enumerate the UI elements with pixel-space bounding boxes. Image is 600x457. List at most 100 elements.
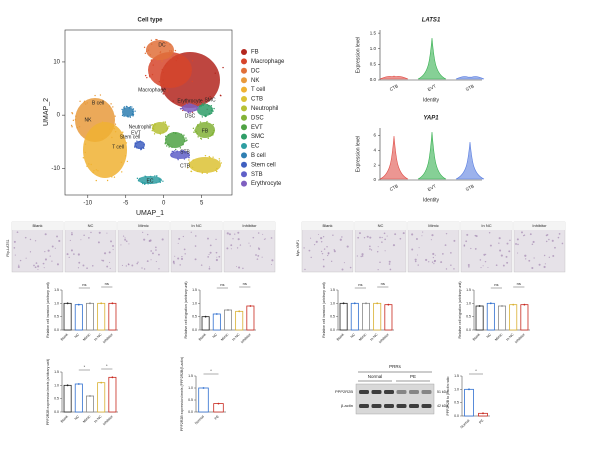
significance-label: ns <box>381 281 385 286</box>
cell-dot <box>143 143 145 146</box>
cell-stain <box>178 237 181 240</box>
column-label: In NC <box>481 223 491 228</box>
cell-stain <box>561 242 564 245</box>
violin-title: LATS1 <box>422 18 441 24</box>
cell-dot <box>205 114 207 116</box>
cell-dot <box>187 112 190 114</box>
cell-stain <box>487 267 489 269</box>
y-tick-label: 0.0 <box>54 328 59 332</box>
significance-label: * <box>475 368 477 373</box>
cell-stain <box>466 233 469 236</box>
cell-stain <box>101 259 103 261</box>
cell-dot <box>176 150 178 152</box>
cell-stain <box>257 232 260 234</box>
cell-stain <box>35 262 38 264</box>
cell-stain <box>445 268 448 270</box>
cell-dot <box>199 121 202 123</box>
cell-stain <box>34 266 37 269</box>
bar-dot <box>202 387 205 389</box>
cell-dot <box>158 178 160 180</box>
x-tick-label: Mimic <box>494 332 503 341</box>
cell-dot <box>182 108 185 110</box>
legend-label: DSC <box>251 115 264 121</box>
y-tick-label: 0.5 <box>330 315 335 319</box>
cell-stain <box>16 231 19 234</box>
cell-dot <box>185 157 187 159</box>
x-tick-label: Blank <box>60 332 69 341</box>
cluster-blob <box>146 40 174 60</box>
cell-dot <box>153 128 155 130</box>
cell-dot <box>84 143 87 145</box>
bar <box>475 305 484 331</box>
cell-stain <box>433 262 435 265</box>
cell-stain <box>308 249 311 252</box>
cell-dot <box>143 182 146 185</box>
cell-dot <box>79 100 81 103</box>
x-axis-label: Identity <box>423 197 440 203</box>
y-tick-label: 0 <box>373 177 376 182</box>
cell-stain <box>381 241 383 243</box>
cell-stain <box>524 254 527 257</box>
band <box>396 390 407 394</box>
bar <box>74 383 83 413</box>
cell-stain <box>517 252 519 254</box>
cell-stain <box>498 237 501 240</box>
cell-stain <box>264 238 266 240</box>
cell-stain <box>432 252 435 256</box>
column-label: Blank <box>32 223 42 228</box>
band <box>359 404 369 408</box>
x-tick-label: NC <box>74 414 81 421</box>
cell-dot <box>162 121 164 123</box>
cell-dot <box>172 151 175 154</box>
cell-stain <box>523 234 526 236</box>
cell-stain <box>313 243 316 246</box>
column-label: Blank <box>322 223 332 228</box>
x-tick-label: NC <box>74 332 81 339</box>
violin <box>417 131 447 180</box>
cell-stain <box>98 231 101 234</box>
cell-stain <box>215 258 218 262</box>
cluster-label: Erythrocyte <box>177 98 203 104</box>
cell-stain <box>508 250 511 253</box>
cell-stain <box>544 263 546 265</box>
cell-dot <box>212 134 214 136</box>
cell-dot <box>174 150 176 152</box>
legend-label: Neutrophil <box>251 106 278 112</box>
violin <box>455 76 485 80</box>
cell-stain <box>122 235 125 237</box>
column-label: Mimic <box>138 223 148 228</box>
cell-dot <box>214 72 216 74</box>
cell-dot <box>209 113 211 115</box>
cell-stain <box>502 264 505 267</box>
band <box>421 404 432 408</box>
cell-stain <box>124 237 126 239</box>
cell-stain <box>323 248 326 250</box>
x-tick-label: EVT <box>427 183 437 192</box>
band <box>421 390 432 394</box>
cell-dot <box>111 176 113 178</box>
cell-stain <box>261 256 263 258</box>
cell-stain <box>483 253 486 256</box>
bar-dot <box>512 303 515 306</box>
cell-dot <box>162 41 164 43</box>
legend-label: Stem cell <box>251 162 276 168</box>
cell-dot <box>165 56 167 58</box>
bar <box>373 302 382 331</box>
cell-dot <box>204 154 207 157</box>
cell-dot <box>200 99 202 102</box>
cell-stain <box>332 234 334 236</box>
cell-dot <box>72 119 75 122</box>
legend-swatch <box>241 114 247 121</box>
y-tick-label: 4 <box>373 147 376 152</box>
cell-stain <box>548 238 550 241</box>
legend-label: T cell <box>251 87 265 93</box>
bar <box>63 384 72 413</box>
bar-dot <box>66 302 69 305</box>
cell-dot <box>164 143 166 145</box>
micrograph <box>354 221 407 273</box>
cell-dot <box>99 94 102 96</box>
bar <box>486 302 495 331</box>
micrograph <box>460 221 513 273</box>
bar <box>498 305 506 331</box>
cluster-label: SMC <box>204 97 216 103</box>
